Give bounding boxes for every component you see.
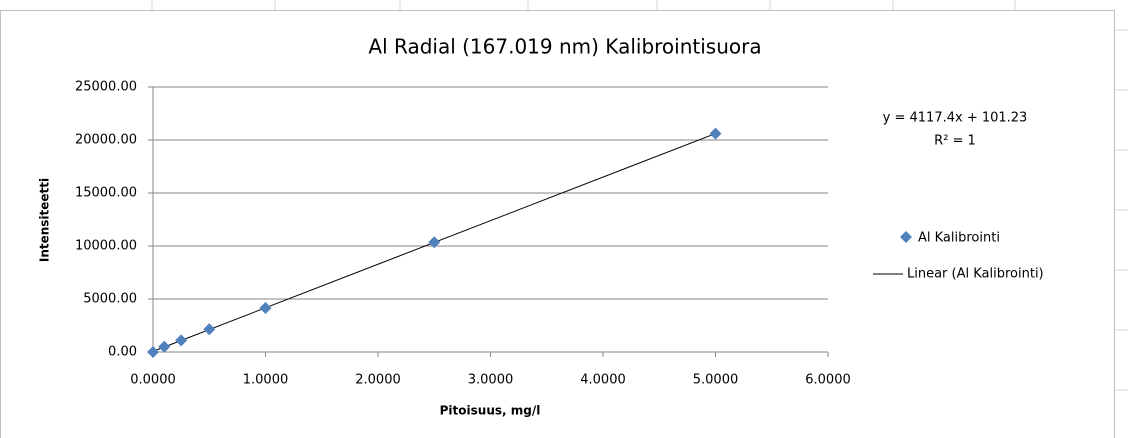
- x-tick-label: 4.0000: [580, 373, 626, 388]
- chart-title: Al Radial (167.019 nm) Kalibrointisuora: [368, 35, 761, 59]
- x-tick-label: 1.0000: [243, 373, 289, 388]
- point: [259, 302, 272, 315]
- x-tick-label: 3.0000: [468, 373, 514, 388]
- legend-marker: [900, 231, 912, 243]
- x-tick-label: 0.0000: [130, 373, 176, 388]
- y-tick-label: 10000.00: [75, 239, 137, 254]
- point: [203, 323, 216, 336]
- trendline-r-squared: R² = 1: [934, 134, 976, 149]
- point: [709, 127, 722, 140]
- chart-area: [0, 10, 1115, 438]
- legend-label: Al Kalibrointi: [918, 231, 1000, 246]
- point: [428, 236, 441, 249]
- y-axis-label: Intensiteetti: [38, 178, 52, 262]
- x-axis-label: Pitoisuus, mg/l: [440, 404, 541, 418]
- y-tick-label: 15000.00: [75, 186, 137, 201]
- trendline-equation: y = 4117.4x + 101.23: [883, 111, 1028, 126]
- sheet-grid: [151, 0, 1128, 391]
- x-tick-label: 6.0000: [805, 373, 851, 388]
- y-tick-label: 5000.00: [83, 292, 137, 307]
- point: [147, 346, 159, 358]
- legend-label: Linear (Al Kalibrointi): [907, 267, 1044, 282]
- point: [158, 340, 171, 353]
- y-tick-label: 20000.00: [75, 133, 137, 148]
- y-tick-label: 25000.00: [75, 80, 137, 95]
- x-tick-label: 2.0000: [355, 373, 401, 388]
- point: [175, 334, 188, 347]
- y-tick-label: 0.00: [108, 345, 137, 360]
- x-tick-label: 5.0000: [693, 373, 739, 388]
